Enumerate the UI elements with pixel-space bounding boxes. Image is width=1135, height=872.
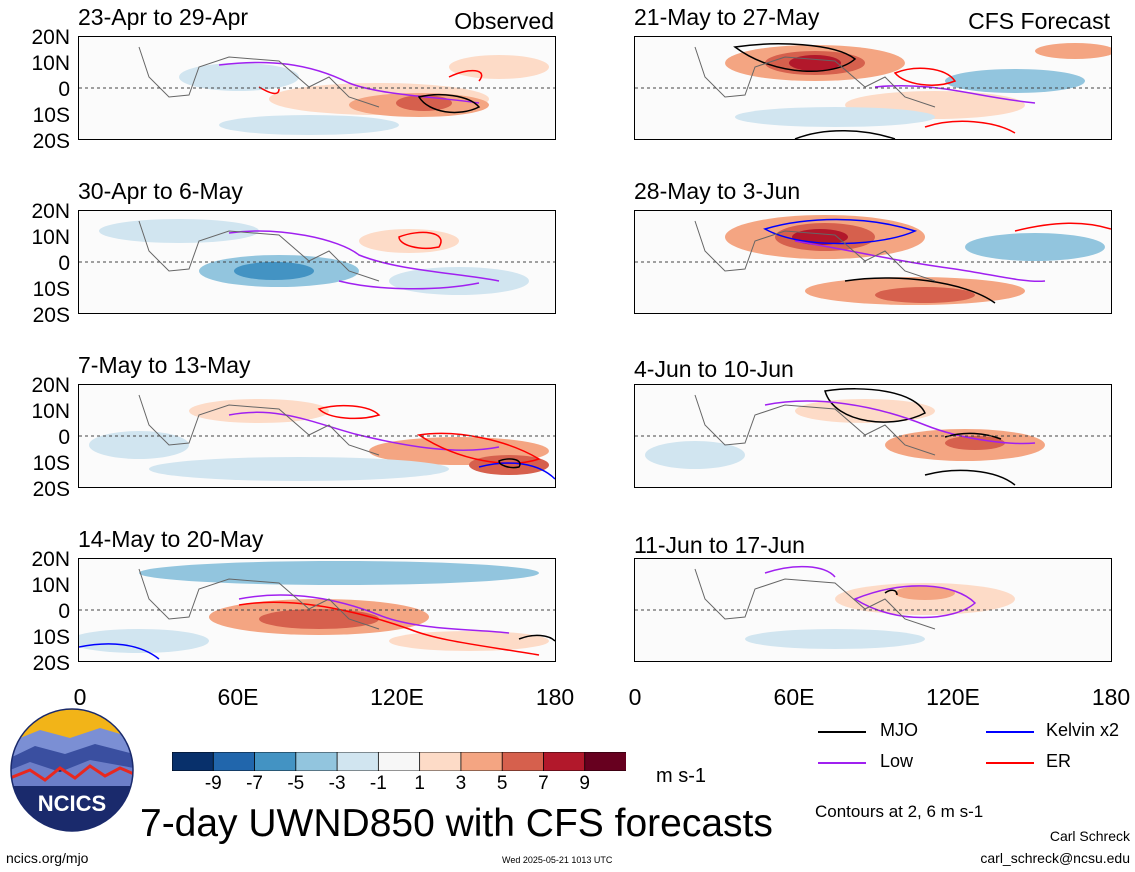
panel-title-fcst-1: 21-May to 27-May <box>634 4 820 30</box>
legend-line-mjo <box>818 731 866 733</box>
y-tick: 0 <box>58 600 70 623</box>
x-tick: 0 <box>73 684 87 710</box>
colorbar-swatch <box>377 751 421 772</box>
colorbar-swatch <box>543 751 586 772</box>
main-title: 7-day UWND850 with CFS forecasts <box>140 802 773 845</box>
observed-tag: Observed <box>454 8 554 34</box>
colorbar-swatch <box>171 751 215 772</box>
map-panel-fcst-4 <box>634 558 1112 662</box>
colorbar-tick-label: 3 <box>455 773 467 794</box>
panel-title-fcst-2: 28-May to 3-Jun <box>634 178 801 204</box>
x-tick: 0 <box>628 684 642 710</box>
colorbar <box>171 751 627 772</box>
ncics-logo: NCICS <box>10 708 134 832</box>
footer-author: Carl Schreck <box>1049 828 1130 844</box>
colorbar-swatch <box>584 751 627 772</box>
x-tick: 120E <box>370 684 424 710</box>
y-tick: 20S <box>32 478 70 501</box>
y-tick: 10N <box>31 574 70 597</box>
colorbar-swatch <box>419 751 462 772</box>
y-tick: 20N <box>31 200 70 223</box>
y-tick: 20S <box>32 130 70 153</box>
contours-note: Contours at 2, 6 m s-1 <box>815 802 984 821</box>
panel-title-obs-3: 7-May to 13-May <box>78 352 251 378</box>
y-tick: 10S <box>32 104 70 127</box>
colorbar-swatch <box>336 751 380 772</box>
map-panel-fcst-1 <box>634 36 1112 140</box>
y-tick: 10S <box>32 626 70 649</box>
panel-title-fcst-3: 4-Jun to 10-Jun <box>634 356 794 382</box>
colorbar-swatch <box>295 751 338 772</box>
map-panel-obs-1 <box>78 36 556 140</box>
forecast-tag: CFS Forecast <box>968 8 1110 34</box>
legend-line-kelvin <box>986 731 1034 733</box>
legend-label-kelvin: Kelvin x2 <box>1046 720 1120 740</box>
map-panel-fcst-2 <box>634 210 1112 314</box>
legend-label-er: ER <box>1046 751 1072 771</box>
map-panel-obs-4 <box>78 558 556 662</box>
colorbar-swatch <box>254 751 297 772</box>
map-panel-obs-3 <box>78 384 556 488</box>
map-panel-obs-2 <box>78 210 556 314</box>
y-tick: 10N <box>31 226 70 249</box>
colorbar-tick-label: 7 <box>538 773 549 794</box>
colorbar-tick-label: 1 <box>414 773 425 794</box>
y-tick: 0 <box>58 426 70 449</box>
panel-title-obs-2: 30-Apr to 6-May <box>78 178 243 204</box>
x-tick: 180 <box>535 684 575 710</box>
colorbar-tick-label: 9 <box>579 773 591 794</box>
panel-title-obs-1: 23-Apr to 29-Apr <box>78 4 249 30</box>
footer-email[interactable]: carl_schreck@ncsu.edu <box>980 850 1130 866</box>
colorbar-units: m s-1 <box>656 765 706 787</box>
colorbar-tick-label: 5 <box>496 773 508 794</box>
legend-line-er <box>986 762 1034 764</box>
x-tick: 120E <box>926 684 980 710</box>
x-tick: 60E <box>773 684 815 710</box>
colorbar-swatch <box>501 751 545 772</box>
colorbar-swatch <box>460 751 504 772</box>
legend-label-low: Low <box>880 751 914 771</box>
colorbar-tick-label: -1 <box>369 773 387 794</box>
colorbar-tick-label: -9 <box>204 773 222 794</box>
legend-line-low <box>818 762 866 764</box>
y-tick: 20S <box>32 304 70 327</box>
footer-url[interactable]: ncics.org/mjo <box>6 850 89 866</box>
y-tick: 10N <box>31 52 70 75</box>
x-tick: 60E <box>217 684 259 710</box>
map-panel-fcst-3 <box>634 384 1112 488</box>
y-tick: 20N <box>31 374 70 397</box>
x-tick: 180 <box>1091 684 1131 710</box>
colorbar-tick-label: -3 <box>328 773 346 794</box>
y-tick: 20S <box>32 652 70 675</box>
colorbar-tick-label: -7 <box>246 773 263 794</box>
logo-text: NCICS <box>38 791 106 816</box>
panel-title-obs-4: 14-May to 20-May <box>78 526 264 552</box>
footer-timestamp: Wed 2025-05-21 1013 UTC <box>502 855 613 865</box>
y-tick: 20N <box>31 26 70 49</box>
panel-title-fcst-4: 11-Jun to 17-Jun <box>634 532 805 558</box>
colorbar-swatch <box>212 751 256 772</box>
legend-label-mjo: MJO <box>880 720 918 740</box>
y-tick: 10S <box>32 278 70 301</box>
y-tick: 10S <box>32 452 70 475</box>
y-tick: 0 <box>58 252 70 275</box>
y-tick: 10N <box>31 400 70 423</box>
y-tick: 20N <box>31 548 70 571</box>
colorbar-tick-label: -5 <box>287 773 305 794</box>
y-tick: 0 <box>58 78 70 101</box>
